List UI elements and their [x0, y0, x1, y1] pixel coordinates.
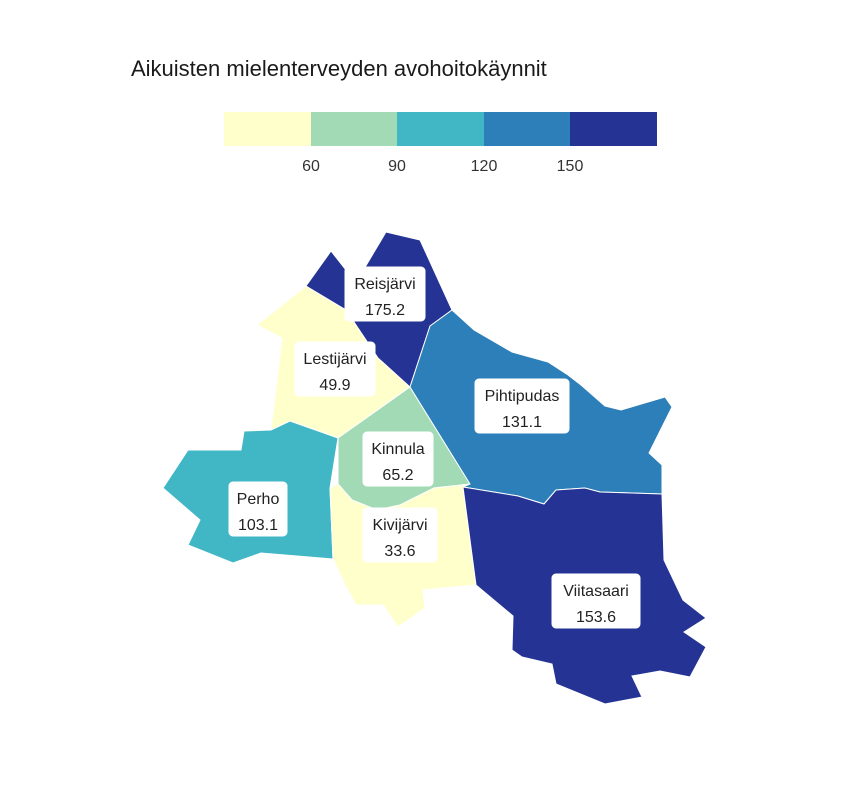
- region-value-lestijarvi: 49.9: [319, 377, 350, 394]
- label-box-reisjarvi: [344, 266, 426, 322]
- label-box-perho: [228, 481, 288, 537]
- region-name-kivijarvi: Kivijärvi: [372, 517, 427, 534]
- map-regions: [162, 231, 707, 705]
- region-name-viitasaari: Viitasaari: [563, 583, 629, 600]
- map-title: Aikuisten mielenterveyden avohoitokäynni…: [131, 56, 547, 81]
- color-legend: 60 90 120 150: [224, 112, 657, 175]
- label-lestijarvi: Lestijärvi 49.9: [294, 341, 376, 397]
- label-reisjarvi: Reisjärvi 175.2: [344, 266, 426, 322]
- legend-tick-90: 90: [388, 158, 406, 175]
- region-name-kinnula: Kinnula: [371, 441, 424, 458]
- label-box-viitasaari: [551, 573, 641, 629]
- legend-tick-120: 120: [471, 158, 498, 175]
- region-value-viitasaari: 153.6: [576, 609, 616, 626]
- legend-tick-60: 60: [302, 158, 320, 175]
- region-value-kinnula: 65.2: [382, 467, 413, 484]
- label-viitasaari: Viitasaari 153.6: [551, 573, 641, 629]
- legend-swatch-2: [311, 112, 397, 146]
- region-name-pihtipudas: Pihtipudas: [485, 388, 560, 405]
- legend-tick-150: 150: [557, 158, 584, 175]
- legend-swatch-1: [224, 112, 311, 146]
- label-kinnula: Kinnula 65.2: [362, 431, 434, 487]
- region-value-pihtipudas: 131.1: [502, 414, 542, 431]
- legend-swatch-4: [484, 112, 570, 146]
- label-pihtipudas: Pihtipudas 131.1: [474, 378, 570, 434]
- label-perho: Perho 103.1: [228, 481, 288, 537]
- region-name-perho: Perho: [237, 491, 280, 508]
- region-value-kivijarvi: 33.6: [384, 543, 415, 560]
- label-kivijarvi: Kivijärvi 33.6: [362, 507, 438, 563]
- region-value-perho: 103.1: [238, 517, 278, 534]
- label-box-kivijarvi: [362, 507, 438, 563]
- region-labels: Reisjärvi 175.2 Lestijärvi 49.9 Pihtipud…: [228, 266, 641, 629]
- legend-swatch-5: [570, 112, 657, 146]
- region-name-lestijarvi: Lestijärvi: [303, 351, 366, 368]
- label-box-pihtipudas: [474, 378, 570, 434]
- region-name-reisjarvi: Reisjärvi: [354, 276, 415, 293]
- label-box-kinnula: [362, 431, 434, 487]
- label-box-lestijarvi: [294, 341, 376, 397]
- legend-swatch-3: [397, 112, 484, 146]
- region-value-reisjarvi: 175.2: [365, 302, 405, 319]
